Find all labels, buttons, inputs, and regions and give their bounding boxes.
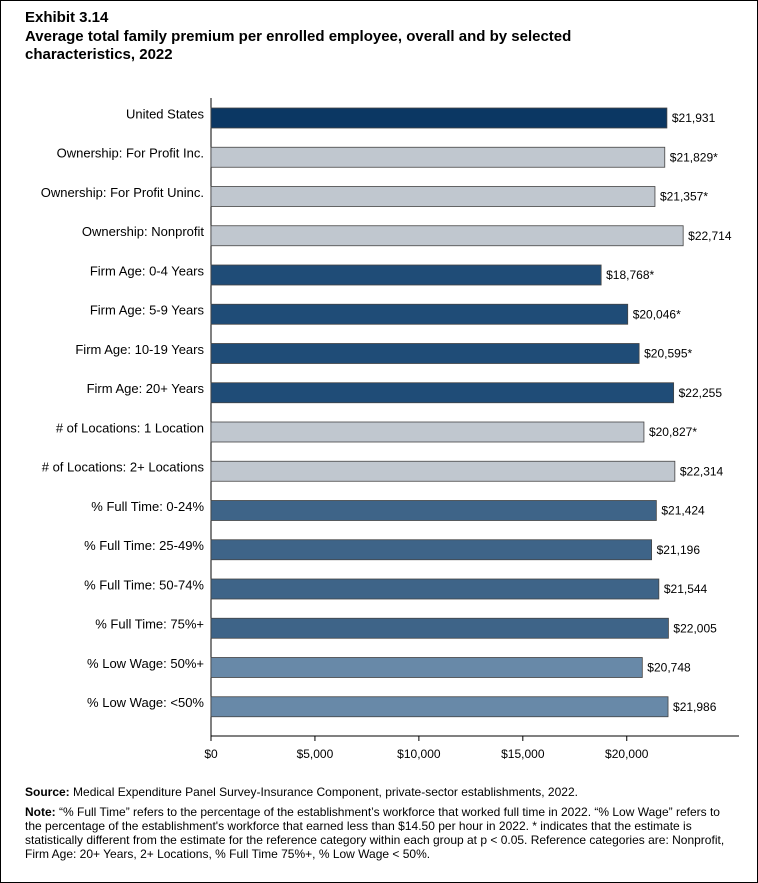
y-tick-label: % Full Time: 75%+ <box>95 617 204 632</box>
y-tick-label: Ownership: Nonprofit <box>82 224 204 239</box>
bar <box>210 578 660 600</box>
value-label: $21,196 <box>657 543 701 557</box>
y-tick-label: Firm Age: 20+ Years <box>87 381 205 396</box>
y-tick-label: Firm Age: 10-19 Years <box>75 342 204 357</box>
y-tick-label: % Low Wage: 50%+ <box>87 656 204 671</box>
note-label: Note: <box>25 805 56 819</box>
source: Source: Medical Expenditure Panel Survey… <box>25 785 737 799</box>
bar <box>210 500 657 521</box>
value-label: $22,314 <box>680 464 724 478</box>
bar <box>210 539 653 561</box>
note-text: “% Full Time” refers to the percentage o… <box>25 805 725 861</box>
value-label: $21,986 <box>673 700 717 714</box>
bar <box>210 303 629 325</box>
y-tick-label: Firm Age: 0-4 Years <box>90 263 205 278</box>
source-label: Source: <box>25 785 70 799</box>
value-label: $20,595* <box>644 347 692 361</box>
bar <box>210 657 643 678</box>
x-tick-label: $5,000 <box>297 747 334 761</box>
bar <box>210 696 669 718</box>
bar <box>210 107 668 129</box>
source-text: Medical Expenditure Panel Survey-Insuran… <box>73 785 578 799</box>
x-tick-label: $15,000 <box>501 747 545 761</box>
value-label: $21,544 <box>664 582 708 596</box>
value-label: $21,424 <box>661 504 705 518</box>
bar <box>210 146 666 168</box>
value-label: $20,748 <box>647 661 691 675</box>
chart-subtitle: Average total family premium per enrolle… <box>25 28 572 63</box>
value-label: $20,046* <box>633 307 681 321</box>
y-tick-label: % Full Time: 50-74% <box>84 577 204 592</box>
bar <box>210 421 645 443</box>
value-label: $22,005 <box>673 621 717 635</box>
y-tick-label: # of Locations: 2+ Locations <box>42 460 205 475</box>
bar <box>210 460 676 482</box>
value-label: $21,931 <box>672 111 716 125</box>
bar <box>210 264 602 286</box>
chart-title: Exhibit 3.14 <box>25 9 109 26</box>
x-tick-label: $10,000 <box>397 747 441 761</box>
bar <box>210 343 640 364</box>
bar <box>210 382 675 404</box>
y-tick-label: % Low Wage: <50% <box>87 695 204 710</box>
value-label: $22,255 <box>679 386 723 400</box>
bar <box>210 225 684 247</box>
value-label: $21,357* <box>660 190 708 204</box>
note: Note: “% Full Time” refers to the percen… <box>25 805 737 861</box>
bar <box>210 186 656 207</box>
y-tick-label: Ownership: For Profit Inc. <box>57 146 204 161</box>
y-tick-label: Ownership: For Profit Uninc. <box>41 185 204 200</box>
value-label: $21,829* <box>670 150 718 164</box>
value-label: $18,768* <box>606 268 654 282</box>
value-label: $22,714 <box>688 229 732 243</box>
x-tick-label: $0 <box>204 747 218 761</box>
y-tick-label: % Full Time: 25-49% <box>84 538 204 553</box>
y-tick-label: United States <box>126 106 205 121</box>
value-label: $20,827* <box>649 425 697 439</box>
y-tick-label: Firm Age: 5-9 Years <box>90 303 205 318</box>
x-tick-label: $20,000 <box>605 747 649 761</box>
y-tick-label: # of Locations: 1 Location <box>56 420 204 435</box>
y-tick-label: % Full Time: 0-24% <box>91 499 204 514</box>
bar <box>210 617 669 639</box>
